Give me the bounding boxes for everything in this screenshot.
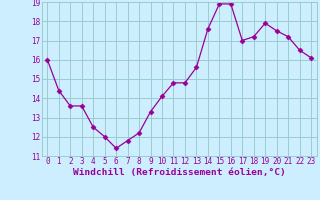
X-axis label: Windchill (Refroidissement éolien,°C): Windchill (Refroidissement éolien,°C) (73, 168, 285, 177)
